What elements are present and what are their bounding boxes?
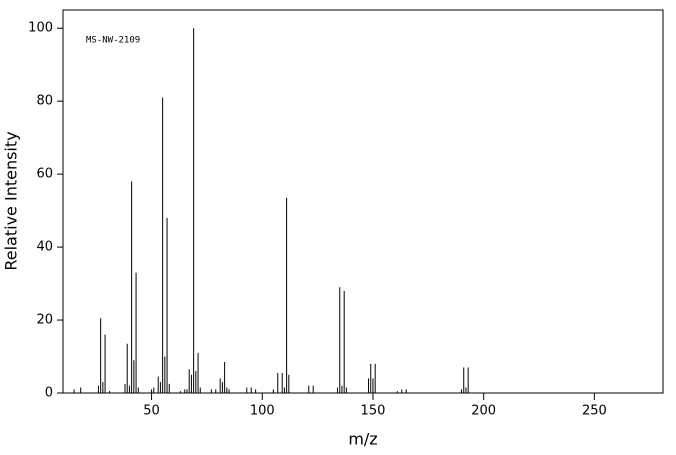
x-tick-label: 200: [471, 404, 496, 419]
y-tick-label: 0: [45, 386, 53, 401]
y-tick-label: 60: [36, 167, 53, 182]
annotation: MS-NW-2109: [86, 36, 140, 46]
y-tick-label: 40: [36, 240, 53, 255]
x-tick-label: 150: [361, 404, 386, 419]
x-axis-label: m/z: [348, 430, 377, 449]
x-tick-label: 50: [143, 404, 160, 419]
plot-frame: [62, 9, 664, 394]
x-tick-label: 250: [582, 404, 607, 419]
y-axis-label: Relative Intensity: [2, 131, 21, 270]
x-tick-label: 100: [250, 404, 275, 419]
y-tick-label: 20: [36, 313, 53, 328]
y-tick-label: 100: [28, 21, 53, 36]
y-tick-label: 80: [36, 94, 53, 109]
